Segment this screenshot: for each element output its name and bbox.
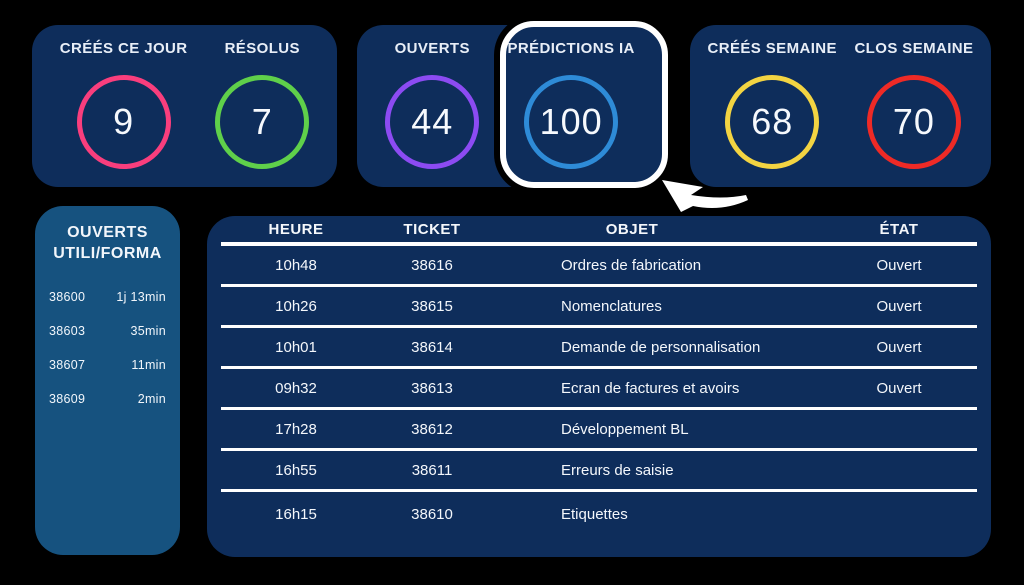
sidebar-ticket-list: 38600 1j 13min 38603 35min 38607 11min 3… (35, 290, 180, 406)
table-row[interactable]: 10h26 38615 Nomenclatures Ouvert (221, 287, 977, 328)
cell-objet: Erreurs de saisie (561, 461, 674, 479)
stat-value-clos-semaine: 70 (892, 101, 935, 142)
cell-heure: 09h32 (275, 379, 317, 397)
cell-etat: Ouvert (876, 297, 922, 315)
table-row[interactable]: 10h01 38614 Demande de personnalisation … (221, 328, 977, 369)
sidebar-ticket-number: 38609 (49, 392, 86, 406)
cell-objet: Nomenclatures (561, 297, 662, 315)
sidebar-ticket-duration: 1j 13min (116, 290, 166, 304)
cell-ticket: 38616 (411, 256, 453, 274)
stat-value-crees-ce-jour: 9 (113, 101, 135, 142)
sidebar-ticket-row[interactable]: 38609 2min (35, 392, 180, 406)
sidebar-ticket-row[interactable]: 38603 35min (35, 324, 180, 338)
stat-circle-predictions-ia: 100 (524, 75, 619, 169)
sidebar-ticket-duration: 11min (131, 358, 166, 372)
sidebar-ticket-number: 38603 (49, 324, 86, 338)
cell-etat: Ouvert (876, 379, 922, 397)
table-row[interactable]: 17h28 38612 Développement BL (221, 410, 977, 451)
stat-value-resolus: 7 (251, 101, 273, 142)
col-header-objet: OBJET (605, 220, 659, 238)
sidebar-title-line1: OUVERTS (67, 224, 148, 241)
stat-circle-clos-semaine: 70 (866, 75, 961, 169)
cell-etat: Ouvert (876, 338, 922, 356)
stat-predictions-ia: PRÉDICTIONS IA 100 (507, 39, 634, 169)
stat-label-clos-semaine: CLOS SEMAINE (854, 40, 974, 57)
stat-label-resolus: RÉSOLUS (224, 40, 300, 57)
table-header-row: HEURE TICKET OBJET ÉTAT (221, 216, 977, 246)
cell-heure: 16h15 (275, 506, 317, 523)
stat-value-ouverts: 44 (411, 101, 454, 142)
table-row[interactable]: 16h55 38611 Erreurs de saisie (221, 451, 977, 492)
sidebar-ticket-number: 38600 (49, 290, 86, 304)
cell-ticket: 38613 (411, 379, 453, 397)
table-row[interactable]: 10h48 38616 Ordres de fabrication Ouvert (221, 246, 977, 287)
cell-etat: Ouvert (876, 256, 922, 274)
sidebar-ticket-row[interactable]: 38600 1j 13min (35, 290, 180, 304)
curved-arrow-icon (662, 180, 748, 212)
cell-objet: Ecran de factures et avoirs (561, 379, 740, 397)
sidebar-title: OUVERTS UTILI/FORMA (35, 222, 180, 264)
cell-ticket: 38615 (411, 297, 453, 315)
sidebar-ouverts-utili-forma: OUVERTS UTILI/FORMA 38600 1j 13min 38603… (35, 206, 180, 555)
stat-circle-crees-semaine: 68 (725, 75, 820, 169)
stat-circle-ouverts: 44 (385, 75, 480, 169)
tickets-table: HEURE TICKET OBJET ÉTAT 10h48 38616 Ordr… (207, 216, 991, 557)
cell-heure: 10h26 (275, 297, 317, 315)
col-header-etat: ÉTAT (879, 220, 919, 238)
table-row[interactable]: 09h32 38613 Ecran de factures et avoirs … (221, 369, 977, 410)
stat-label-predictions-ia: PRÉDICTIONS IA (507, 40, 635, 57)
cell-heure: 17h28 (275, 420, 317, 438)
cell-heure: 10h48 (275, 256, 317, 274)
col-header-heure: HEURE (268, 220, 324, 238)
cell-heure: 16h55 (275, 461, 317, 479)
cell-ticket: 38612 (411, 420, 453, 438)
cell-objet: Développement BL (561, 420, 689, 438)
sidebar-ticket-row[interactable]: 38607 11min (35, 358, 180, 372)
stat-crees-semaine: CRÉÉS SEMAINE 68 (708, 39, 837, 169)
stat-label-crees-semaine: CRÉÉS SEMAINE (707, 40, 837, 57)
stat-circle-resolus: 7 (215, 75, 310, 169)
table-row[interactable]: 16h15 38610 Etiquettes (221, 492, 977, 537)
cell-ticket: 38614 (411, 338, 453, 356)
sidebar-ticket-duration: 35min (130, 324, 166, 338)
sidebar-title-line2: UTILI/FORMA (53, 245, 162, 262)
stat-value-predictions-ia: 100 (539, 101, 603, 142)
stat-label-crees-ce-jour: CRÉÉS CE JOUR (59, 40, 188, 57)
stat-label-ouverts: OUVERTS (394, 40, 470, 57)
cell-ticket: 38610 (411, 506, 453, 523)
stat-crees-ce-jour: CRÉÉS CE JOUR 9 (60, 39, 188, 169)
cell-ticket: 38611 (411, 461, 453, 479)
sidebar-ticket-duration: 2min (137, 392, 166, 406)
stat-circle-crees-ce-jour: 9 (76, 75, 171, 169)
cell-objet: Etiquettes (561, 506, 628, 523)
highlight-box-predictions-ia (500, 21, 668, 188)
stat-value-crees-semaine: 68 (751, 101, 794, 142)
stat-ouverts: OUVERTS 44 (385, 39, 480, 169)
stat-clos-semaine: CLOS SEMAINE 70 (854, 39, 973, 169)
cell-objet: Ordres de fabrication (561, 256, 702, 274)
stat-panel-week: CRÉÉS SEMAINE 68 CLOS SEMAINE 70 (690, 25, 991, 187)
sidebar-ticket-number: 38607 (49, 358, 86, 372)
col-header-ticket: TICKET (403, 220, 461, 238)
cell-heure: 10h01 (275, 338, 317, 356)
stat-panel-today: CRÉÉS CE JOUR 9 RÉSOLUS 7 (32, 25, 337, 187)
stat-resolus: RÉSOLUS 7 (215, 39, 310, 169)
cell-objet: Demande de personnalisation (561, 338, 761, 356)
